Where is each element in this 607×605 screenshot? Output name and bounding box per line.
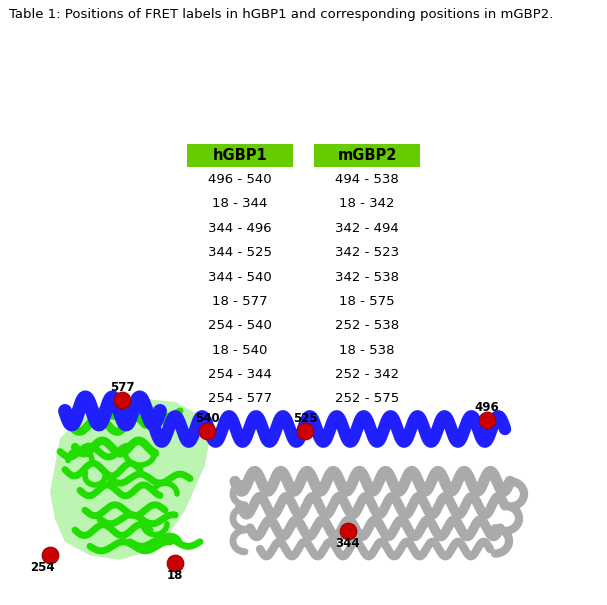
Text: 254: 254 xyxy=(30,561,54,575)
Text: 18 - 540: 18 - 540 xyxy=(212,344,268,357)
Text: 18 - 344: 18 - 344 xyxy=(212,197,268,211)
Point xyxy=(45,551,55,560)
Text: mGBP2: mGBP2 xyxy=(337,148,397,163)
Point xyxy=(343,526,353,536)
Text: 252 - 538: 252 - 538 xyxy=(335,319,399,332)
FancyBboxPatch shape xyxy=(187,145,293,168)
Point xyxy=(300,426,310,436)
Polygon shape xyxy=(50,397,210,560)
Text: 252 - 575: 252 - 575 xyxy=(335,393,399,405)
Text: 18 - 577: 18 - 577 xyxy=(212,295,268,308)
Text: 342 - 538: 342 - 538 xyxy=(335,270,399,284)
Text: 344 - 540: 344 - 540 xyxy=(208,270,272,284)
Text: 252 - 342: 252 - 342 xyxy=(335,368,399,381)
Text: 18: 18 xyxy=(167,569,183,582)
Text: 18 - 342: 18 - 342 xyxy=(339,197,395,211)
Text: hGBP1: hGBP1 xyxy=(212,148,267,163)
Point xyxy=(117,395,127,405)
Text: 496 - 540: 496 - 540 xyxy=(208,173,271,186)
Point xyxy=(170,558,180,567)
Text: 525: 525 xyxy=(293,411,317,425)
FancyBboxPatch shape xyxy=(314,145,420,168)
Text: 344: 344 xyxy=(336,537,361,550)
Text: 254 - 540: 254 - 540 xyxy=(208,319,272,332)
Point xyxy=(202,426,212,436)
Text: 577: 577 xyxy=(110,381,134,394)
Text: 18 - 538: 18 - 538 xyxy=(339,344,395,357)
Text: 496: 496 xyxy=(475,401,500,414)
Text: 494 - 538: 494 - 538 xyxy=(335,173,399,186)
Text: 254 - 577: 254 - 577 xyxy=(208,393,272,405)
Text: 344 - 496: 344 - 496 xyxy=(208,222,271,235)
Text: 342 - 494: 342 - 494 xyxy=(335,222,399,235)
Point xyxy=(482,415,492,425)
Text: Table 1: Positions of FRET labels in hGBP1 and corresponding positions in mGBP2.: Table 1: Positions of FRET labels in hGB… xyxy=(9,8,554,21)
Text: 254 - 344: 254 - 344 xyxy=(208,368,272,381)
Text: 342 - 523: 342 - 523 xyxy=(335,246,399,259)
Text: 344 - 525: 344 - 525 xyxy=(208,246,272,259)
Text: 540: 540 xyxy=(195,411,219,425)
Text: 18 - 575: 18 - 575 xyxy=(339,295,395,308)
